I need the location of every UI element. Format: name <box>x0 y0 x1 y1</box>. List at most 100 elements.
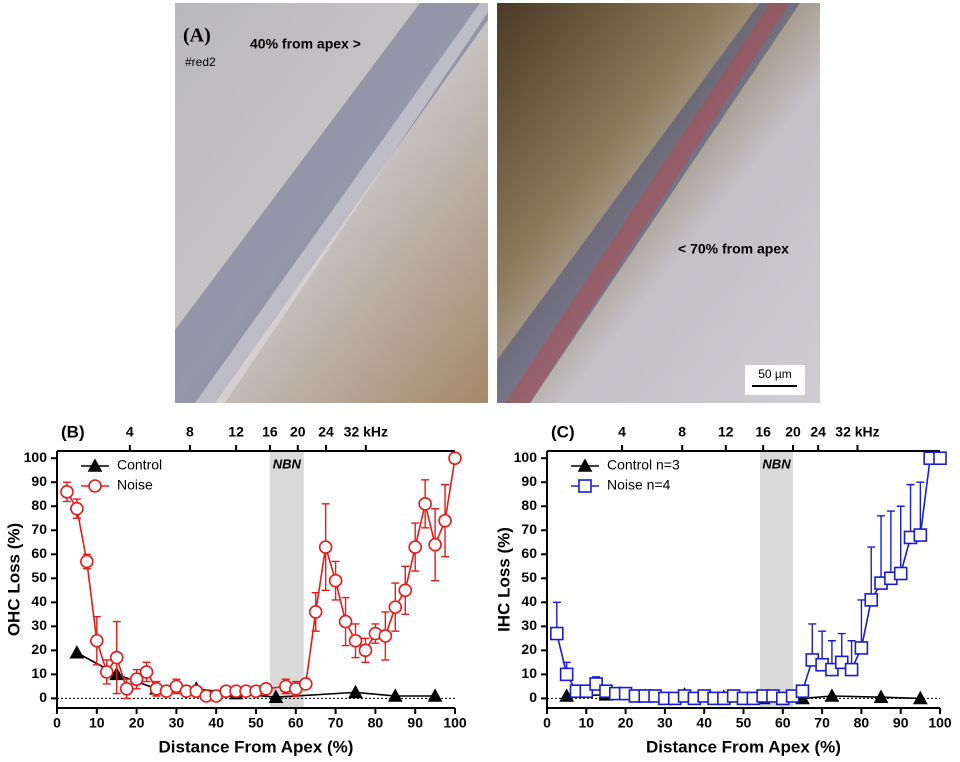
data-point <box>795 684 810 698</box>
data-point <box>913 690 928 705</box>
region-label: NBN <box>273 456 302 471</box>
x-tick-label: 50 <box>248 715 264 731</box>
x2-tick-label: 4 <box>126 424 134 440</box>
x-tick-label: 100 <box>443 715 467 731</box>
data-point <box>259 681 273 696</box>
y-tick-label: 20 <box>31 641 47 657</box>
x2-tick-label: 32 kHz <box>344 424 388 440</box>
y-tick-label: 50 <box>521 569 537 585</box>
data-point <box>338 614 353 629</box>
y-tick-label: 10 <box>31 665 47 681</box>
error-bar <box>877 515 886 584</box>
x-tick-label: 20 <box>129 715 145 731</box>
error-bar <box>867 546 876 600</box>
data-point <box>844 662 859 677</box>
data-point <box>834 655 849 670</box>
data-point <box>873 689 889 703</box>
data-point <box>90 633 104 648</box>
x-tick-label: 60 <box>288 715 304 731</box>
data-point <box>60 485 74 499</box>
x2-tick-label: 32 kHz <box>835 424 879 440</box>
data-point <box>864 593 879 607</box>
data-point <box>854 641 869 655</box>
legend-marker <box>87 458 103 472</box>
legend-label: Noise <box>117 477 153 493</box>
shaded-region <box>760 451 794 708</box>
y-axis-label: IHC Loss (%) <box>494 527 513 632</box>
panel-label: (B) <box>61 422 85 441</box>
data-point <box>119 681 134 696</box>
legend-marker <box>88 479 102 493</box>
x2-tick-label: 20 <box>785 424 801 440</box>
x-tick-label: 80 <box>368 715 384 731</box>
legend-label: Control n=3 <box>607 457 680 473</box>
error-bar <box>916 481 925 536</box>
micrograph-left <box>175 3 488 403</box>
legend-marker <box>577 458 593 472</box>
data-point <box>80 554 94 569</box>
data-point <box>579 684 594 698</box>
data-point <box>428 537 442 552</box>
data-point <box>139 665 154 679</box>
annotation: < 70% from apex <box>678 241 789 257</box>
x-tick-label: 90 <box>407 715 423 731</box>
x-tick-label: 0 <box>53 715 61 731</box>
x-tick-label: 100 <box>928 715 952 731</box>
data-point <box>408 540 423 554</box>
data-point <box>933 451 947 466</box>
legend-label: Control <box>117 457 162 473</box>
data-point <box>388 600 403 614</box>
error-bar <box>857 599 866 648</box>
data-point <box>70 501 84 516</box>
data-point <box>448 451 462 466</box>
data-point <box>589 677 603 691</box>
y-tick-label: 60 <box>31 545 47 561</box>
chart: NBN 0 10 20 30 40 50 60 70 80 90 100 0 10 20 30 40 50 60 70… <box>4 422 466 756</box>
region-label: NBN <box>762 456 791 471</box>
data-point <box>328 573 343 588</box>
x-tick-label: 10 <box>89 715 105 731</box>
data-point <box>913 528 928 542</box>
y-tick-label: 70 <box>521 521 537 537</box>
x-tick-label: 80 <box>854 715 870 731</box>
x-tick-label: 0 <box>543 715 551 731</box>
y-tick-label: 70 <box>31 521 47 537</box>
chart: NBN 0 10 20 30 40 50 60 70 80 90 100 0 10 20 30 40 50 60 70… <box>494 422 951 756</box>
y-tick-label: 100 <box>24 449 48 465</box>
y-tick-label: 90 <box>31 473 47 489</box>
legend-label: Noise n=4 <box>607 477 671 493</box>
data-point <box>109 650 124 665</box>
x2-tick-label: 24 <box>810 424 826 440</box>
panel-label: (C) <box>551 422 575 441</box>
data-point <box>129 672 144 686</box>
error-bar <box>906 483 915 538</box>
x-tick-label: 10 <box>579 715 595 731</box>
y-tick-label: 20 <box>521 641 537 657</box>
x-axis-label: Distance From Apex (%) <box>159 737 354 756</box>
data-point <box>893 566 908 581</box>
y-tick-label: 100 <box>514 449 538 465</box>
x-tick-label: 90 <box>893 715 909 731</box>
x-tick-label: 40 <box>696 715 712 731</box>
data-point <box>99 665 114 679</box>
data-point <box>298 677 313 691</box>
data-point <box>825 662 839 677</box>
data-point <box>387 688 403 702</box>
data-point <box>550 626 564 641</box>
data-point <box>318 540 333 554</box>
micrograph-right <box>497 3 820 403</box>
y-tick-label: 80 <box>31 497 47 513</box>
x-tick-label: 70 <box>814 715 830 731</box>
x2-tick-label: 16 <box>262 424 278 440</box>
error-bar <box>896 505 905 574</box>
y-tick-label: 0 <box>529 689 537 705</box>
data-point <box>559 667 574 682</box>
annotation: 40% from apex > <box>250 36 361 52</box>
y-tick-label: 80 <box>521 497 537 513</box>
data-point <box>69 645 85 659</box>
x-axis-label: Distance From Apex (%) <box>646 737 841 756</box>
data-point <box>348 684 363 699</box>
data-point <box>398 583 413 598</box>
y-tick-label: 40 <box>521 593 537 609</box>
